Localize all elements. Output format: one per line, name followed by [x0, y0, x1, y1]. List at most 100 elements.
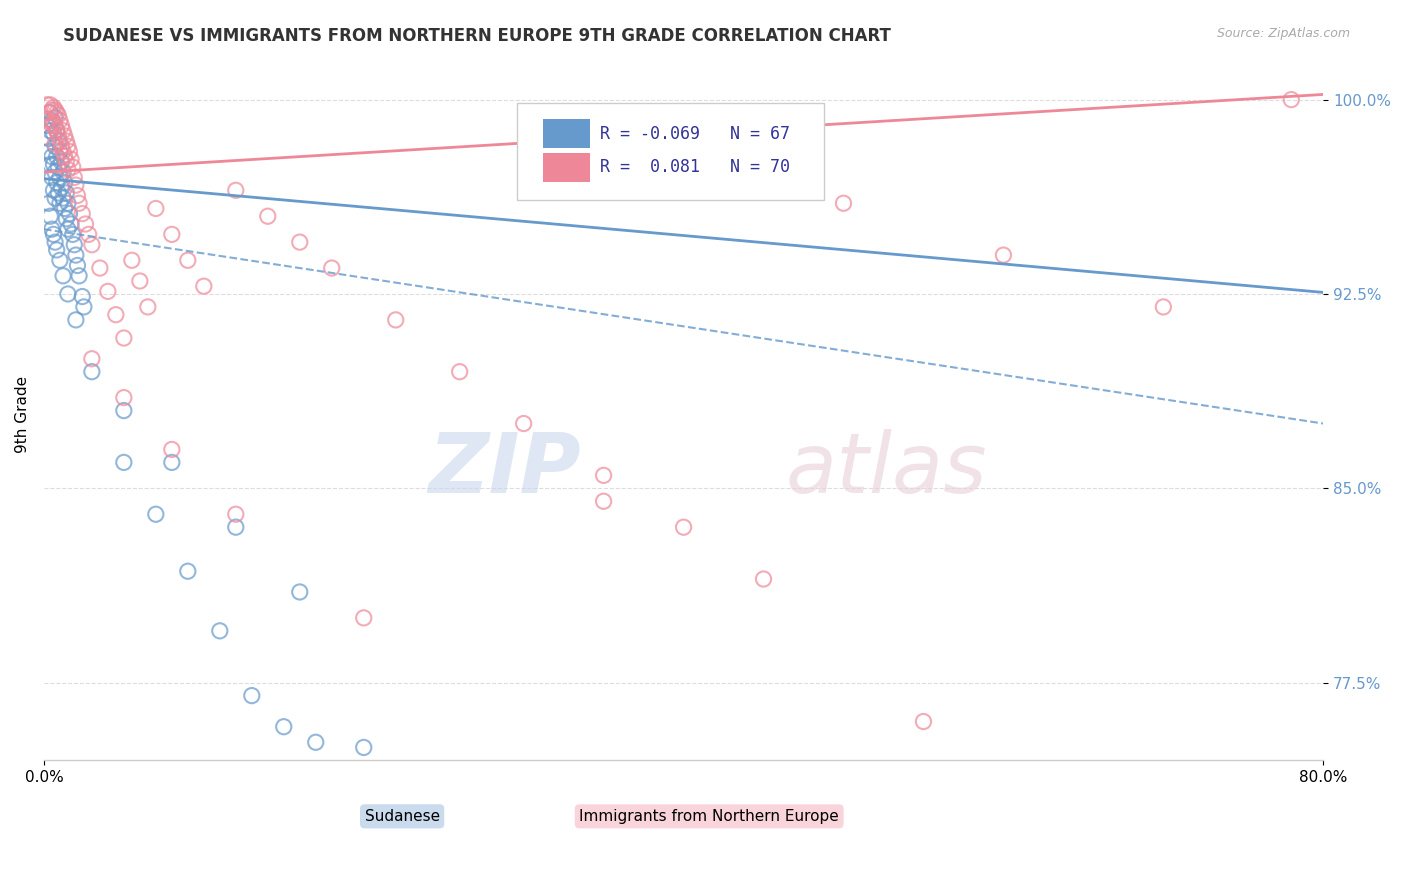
Point: [41, 113, 63, 128]
Point: [67, 196, 90, 211]
Point: [52, 145, 75, 159]
Text: Source: ZipAtlas.com: Source: ZipAtlas.com: [1216, 27, 1350, 40]
Point: [112, 391, 135, 405]
Point: [46, 186, 69, 200]
Point: [63, 237, 86, 252]
Point: [832, 196, 855, 211]
Point: [592, 468, 614, 483]
Point: [288, 585, 311, 599]
Point: [89, 261, 111, 276]
Point: [51, 139, 73, 153]
Point: [51, 119, 73, 133]
Point: [52, 124, 75, 138]
Point: [912, 714, 935, 729]
Point: [58, 206, 80, 220]
Point: [42, 183, 65, 197]
Point: [46, 134, 69, 148]
Point: [592, 494, 614, 508]
Point: [72, 289, 94, 303]
Point: [44, 191, 66, 205]
Point: [42, 100, 65, 114]
Point: [38, 113, 60, 128]
Point: [41, 150, 63, 164]
Point: [273, 720, 295, 734]
Point: [45, 105, 67, 120]
Point: [35, 119, 58, 133]
Point: [52, 268, 75, 283]
Point: [177, 564, 200, 578]
Point: [145, 507, 167, 521]
Point: [73, 300, 96, 314]
Point: [52, 191, 75, 205]
Point: [56, 162, 79, 177]
Point: [80, 237, 103, 252]
Text: SUDANESE VS IMMIGRANTS FROM NORTHERN EUROPE 9TH GRADE CORRELATION CHART: SUDANESE VS IMMIGRANTS FROM NORTHERN EUR…: [63, 27, 891, 45]
Point: [49, 113, 72, 128]
Y-axis label: 9th Grade: 9th Grade: [15, 376, 30, 453]
Point: [42, 116, 65, 130]
Point: [60, 152, 83, 166]
Point: [80, 351, 103, 366]
Point: [77, 227, 100, 242]
Point: [44, 165, 66, 179]
Point: [208, 624, 231, 638]
Point: [39, 105, 62, 120]
Point: [66, 259, 89, 273]
Point: [53, 150, 76, 164]
Point: [56, 139, 79, 153]
Point: [65, 248, 87, 262]
Point: [225, 520, 247, 534]
Point: [256, 209, 278, 223]
Point: [145, 202, 167, 216]
Point: [38, 145, 60, 159]
Point: [39, 124, 62, 138]
Point: [44, 235, 66, 249]
Point: [53, 128, 76, 143]
Point: [45, 243, 67, 257]
Point: [45, 150, 67, 164]
Point: [41, 222, 63, 236]
Point: [384, 313, 406, 327]
Point: [128, 274, 150, 288]
Point: [46, 128, 69, 143]
Point: [51, 180, 73, 194]
Point: [44, 111, 66, 125]
Point: [44, 136, 66, 151]
Point: [46, 160, 69, 174]
Point: [75, 217, 97, 231]
FancyBboxPatch shape: [517, 103, 824, 200]
Point: [449, 365, 471, 379]
Point: [42, 227, 65, 242]
Point: [160, 227, 183, 242]
Text: R = -0.069   N = 67: R = -0.069 N = 67: [600, 125, 790, 143]
Point: [45, 176, 67, 190]
Point: [62, 227, 84, 242]
Point: [112, 455, 135, 469]
Point: [49, 170, 72, 185]
Point: [56, 287, 79, 301]
Point: [46, 108, 69, 122]
Point: [80, 365, 103, 379]
Point: [240, 689, 263, 703]
Point: [38, 131, 60, 145]
Point: [49, 145, 72, 159]
Point: [49, 134, 72, 148]
Point: [65, 313, 87, 327]
Point: [66, 188, 89, 202]
Point: [512, 417, 534, 431]
Point: [45, 124, 67, 138]
Point: [55, 186, 77, 200]
Point: [55, 211, 77, 226]
Point: [672, 520, 695, 534]
Point: [112, 403, 135, 417]
Point: [121, 253, 143, 268]
Point: [53, 176, 76, 190]
Point: [225, 507, 247, 521]
Point: [1279, 93, 1302, 107]
Point: [97, 285, 120, 299]
Point: [39, 209, 62, 223]
Point: [62, 160, 84, 174]
Point: [39, 97, 62, 112]
Point: [67, 268, 90, 283]
Point: [44, 119, 66, 133]
